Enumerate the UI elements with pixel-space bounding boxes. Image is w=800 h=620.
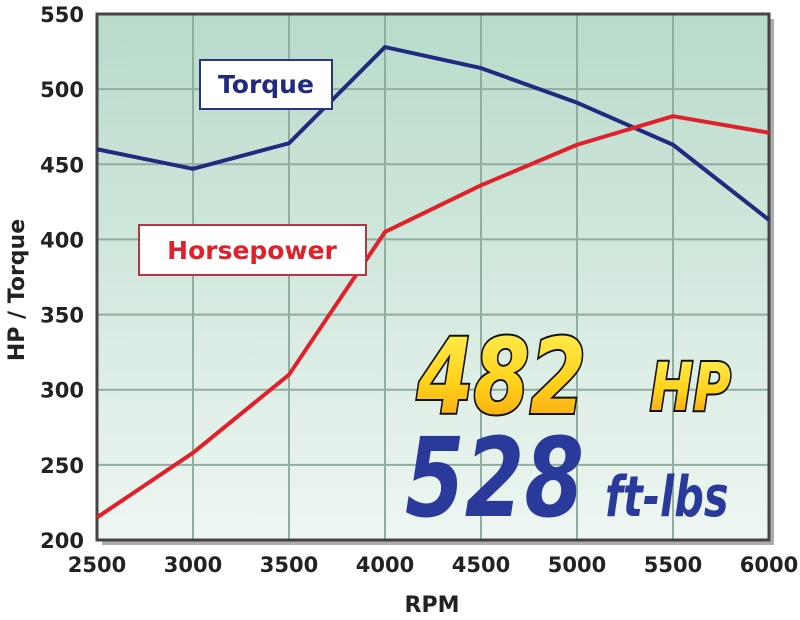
y-tick-label: 450 [40, 153, 84, 177]
x-tick-label: 5000 [548, 553, 606, 577]
x-tick-label: 2500 [68, 553, 126, 577]
x-tick-label: 4500 [452, 553, 510, 577]
y-tick-label: 200 [40, 529, 84, 553]
y-tick-label: 500 [40, 78, 84, 102]
y-axis-label: HP / Torque [5, 219, 30, 361]
hp-value: 482 [416, 316, 586, 438]
hp-annotation: 482 HP [414, 314, 732, 439]
x-axis-label: RPM [405, 593, 460, 618]
series-lines [95, 45, 771, 520]
legend-torque: Torque [199, 59, 333, 110]
x-ticks: 2500 3000 3500 4000 4500 5000 5500 6000 [68, 553, 798, 577]
x-tick-label: 5500 [644, 553, 702, 577]
x-tick-label: 3000 [164, 553, 222, 577]
torque-unit: ft-lbs [605, 464, 729, 530]
legend-torque-label: Torque [218, 70, 314, 99]
legend-horsepower-label: Horsepower [167, 236, 337, 265]
torque-value: 528 [405, 415, 584, 543]
series-line-horsepower [95, 114, 770, 520]
y-tick-label: 550 [40, 3, 84, 27]
y-tick-label: 400 [40, 228, 84, 252]
y-ticks: 200 250 300 350 400 450 500 550 [40, 3, 84, 553]
x-tick-label: 6000 [740, 553, 798, 577]
torque-annotation: 528 ft-lbs [405, 415, 729, 543]
x-tick-label: 3500 [260, 553, 318, 577]
x-tick-label: 4000 [356, 553, 414, 577]
y-tick-label: 300 [40, 379, 84, 403]
hp-unit: HP [650, 349, 731, 426]
legend-horsepower: Horsepower [138, 224, 367, 276]
y-tick-label: 250 [40, 454, 84, 478]
series-line-torque [96, 45, 771, 222]
plot-border [95, 12, 771, 542]
y-tick-label: 350 [40, 304, 84, 328]
